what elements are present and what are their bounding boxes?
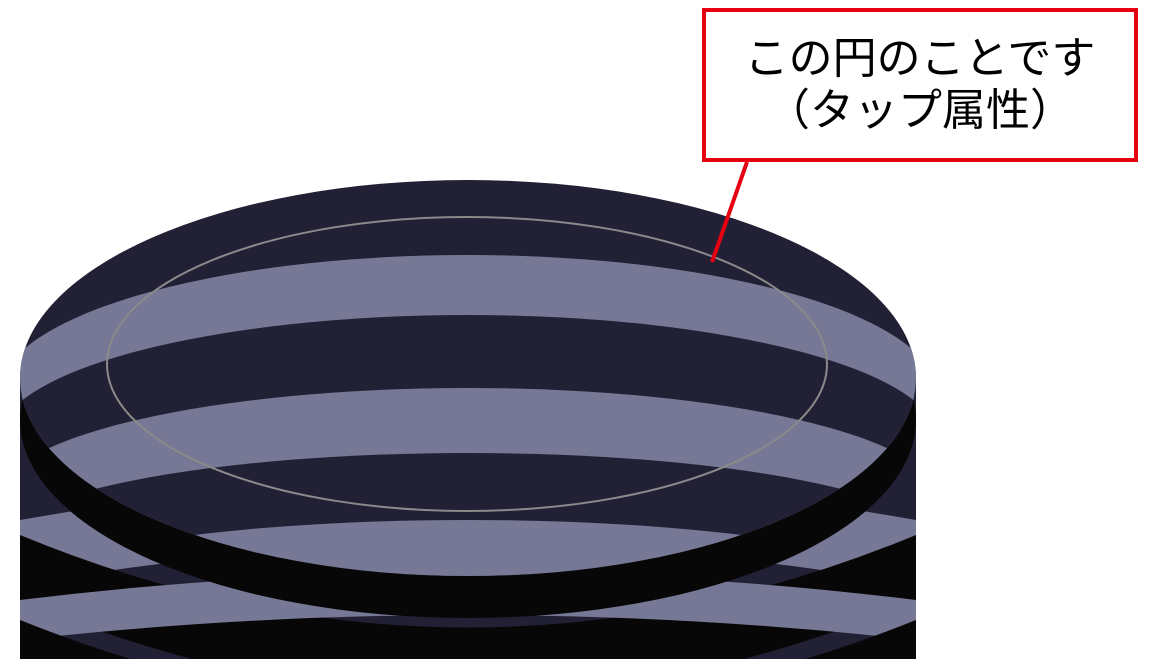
callout-box: この円のことです （タップ属性） xyxy=(702,8,1138,162)
callout-line-2: （タップ属性） xyxy=(766,85,1074,136)
callout-line-1: この円のことです xyxy=(744,33,1096,84)
cylinder-side-black-band-lower xyxy=(20,620,916,659)
tap-attribute-circle xyxy=(106,216,828,512)
callout-pointer xyxy=(710,161,749,263)
cylinder-side-black-band xyxy=(20,535,916,659)
